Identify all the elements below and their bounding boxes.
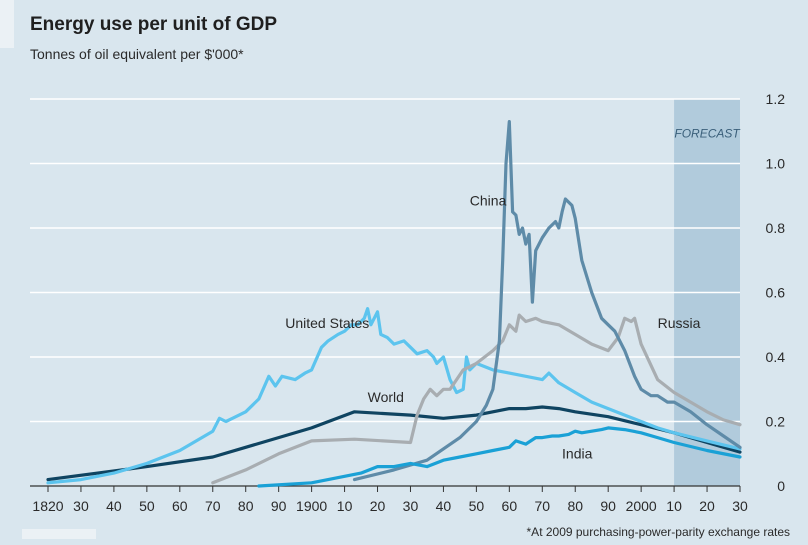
series-line-china	[352, 120, 742, 482]
x-tick-label: 40	[436, 498, 452, 514]
series-label-russia: Russia	[658, 315, 701, 331]
x-axis-ticks: 1820 30 40 50 60 70 80 90 1900 10 20 30 40 50 60 70 80 90…	[32, 486, 748, 514]
chart-title: Energy use per unit of GDP	[30, 14, 278, 35]
x-tick-label: 30	[73, 498, 89, 514]
series-line-united-states	[46, 307, 742, 485]
series-line-russia	[211, 313, 742, 485]
y-tick-label: 0.4	[766, 349, 786, 365]
x-tick-label: 30	[732, 498, 748, 514]
x-tick-label: 1900	[296, 498, 327, 514]
x-tick-label: 70	[534, 498, 550, 514]
x-tick-label: 80	[567, 498, 583, 514]
x-tick-label: 80	[238, 498, 254, 514]
x-tick-label: 60	[172, 498, 188, 514]
bottom-decoration	[22, 529, 96, 539]
x-tick-label: 50	[469, 498, 485, 514]
x-tick-label: 20	[370, 498, 386, 514]
x-tick-label: 30	[403, 498, 419, 514]
gridlines	[30, 98, 740, 487]
y-axis-ticks: 0 0.2 0.4 0.6 0.8 1.0 1.2	[766, 91, 786, 494]
y-tick-label: 1.0	[766, 156, 786, 172]
x-tick-label: 90	[271, 498, 287, 514]
series-lines	[46, 120, 742, 488]
x-tick-label: 90	[600, 498, 616, 514]
series-label-china: China	[470, 192, 507, 208]
x-tick-label: 50	[139, 498, 155, 514]
y-tick-label: 0.8	[766, 220, 786, 236]
series-line-india	[257, 426, 742, 488]
x-tick-label: 2000	[626, 498, 657, 514]
series-label-india: India	[562, 446, 593, 462]
series-labels: World United States Russia China India	[285, 192, 700, 461]
footnote: *At 2009 purchasing-power-parity exchang…	[526, 525, 790, 539]
series-label-world: World	[368, 389, 404, 405]
y-tick-label: 1.2	[766, 91, 786, 107]
x-tick-label: 10	[666, 498, 682, 514]
y-tick-label: 0	[777, 478, 785, 494]
chart-subtitle: Tonnes of oil equivalent per $'000*	[30, 46, 244, 62]
y-tick-label: 0.2	[766, 414, 786, 430]
x-tick-label: 60	[502, 498, 518, 514]
x-tick-label: 10	[337, 498, 353, 514]
x-tick-label: 20	[699, 498, 715, 514]
y-tick-label: 0.6	[766, 285, 786, 301]
x-tick-label: 70	[205, 498, 221, 514]
x-tick-label: 1820	[32, 498, 63, 514]
forecast-label: FORECAST	[674, 127, 741, 141]
x-tick-label: 40	[106, 498, 122, 514]
series-line-world	[46, 405, 742, 482]
corner-decoration	[0, 0, 14, 48]
series-label-united-states: United States	[285, 315, 369, 331]
